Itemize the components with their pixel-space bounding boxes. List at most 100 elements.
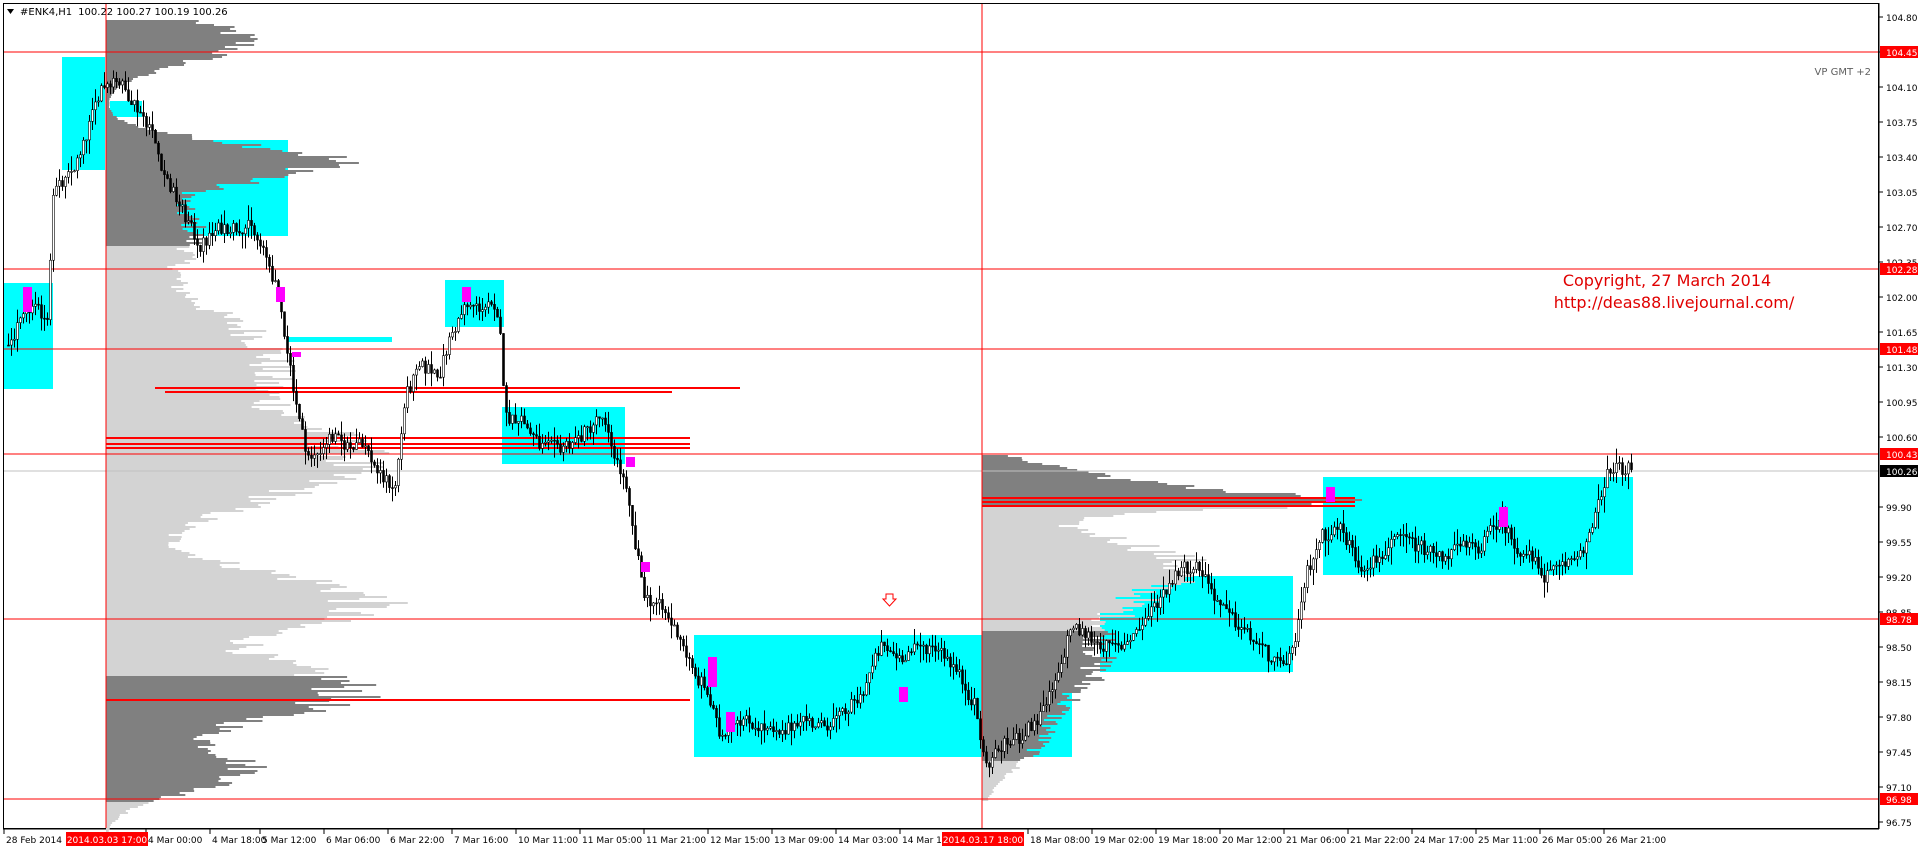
profile-bar xyxy=(982,513,1125,515)
candle-body xyxy=(1366,568,1369,571)
candle-body xyxy=(271,265,274,282)
profile-bar xyxy=(106,678,322,680)
candle xyxy=(1489,518,1492,535)
candle xyxy=(370,437,373,474)
profile-bar xyxy=(982,531,1082,533)
candle-body xyxy=(343,440,346,450)
candle-body xyxy=(865,682,868,696)
profile-bar xyxy=(106,676,348,678)
candle xyxy=(976,697,979,720)
candle-body xyxy=(508,412,511,424)
candle-body xyxy=(1213,588,1216,601)
profile-bar xyxy=(106,68,160,70)
candle-body xyxy=(463,304,466,315)
candle xyxy=(142,100,145,127)
candle-body xyxy=(910,651,913,654)
profile-bar xyxy=(982,541,1108,543)
candle-body xyxy=(1534,556,1537,562)
candle-body xyxy=(982,739,985,753)
candle-body xyxy=(928,645,931,655)
profile-bar xyxy=(106,288,184,290)
candle-body xyxy=(133,100,136,105)
candle xyxy=(1453,531,1456,552)
candle-body xyxy=(415,368,418,376)
candle-body xyxy=(394,485,397,489)
candle xyxy=(1597,484,1600,529)
candle-body xyxy=(1120,644,1123,650)
profile-bar xyxy=(106,76,138,78)
profile-bar xyxy=(106,292,190,294)
candle xyxy=(739,711,742,737)
candle-body xyxy=(1618,462,1621,464)
candle xyxy=(340,421,343,456)
candle-body xyxy=(1153,602,1156,608)
candle xyxy=(1081,621,1084,637)
candle-body xyxy=(250,220,253,226)
candle-body xyxy=(1069,629,1072,637)
profile-bar xyxy=(106,396,280,398)
candle xyxy=(850,691,853,714)
candle xyxy=(688,652,691,671)
candle-body xyxy=(1363,569,1366,572)
candle-body xyxy=(466,304,469,308)
profile-bar xyxy=(106,400,260,402)
candle xyxy=(1630,453,1633,473)
profile-bar xyxy=(982,755,1034,757)
profile-bar xyxy=(106,486,315,488)
candle-body xyxy=(139,111,142,114)
profile-bar xyxy=(106,140,214,142)
candle-body xyxy=(1447,556,1450,560)
candle-body xyxy=(574,437,577,443)
candle-body xyxy=(175,186,178,203)
profile-bar xyxy=(982,715,1048,717)
candle-body xyxy=(385,475,388,483)
candle xyxy=(1474,538,1477,560)
candle xyxy=(253,222,256,242)
candle xyxy=(1573,551,1576,562)
candle xyxy=(175,178,178,207)
candle-body xyxy=(58,180,61,187)
candle xyxy=(1387,537,1390,562)
profile-bar xyxy=(982,731,1056,733)
candle xyxy=(829,721,832,740)
candle xyxy=(262,240,265,256)
profile-bar xyxy=(106,532,183,534)
candle xyxy=(217,219,220,235)
candle xyxy=(877,646,880,662)
candle xyxy=(853,695,856,715)
candle-body xyxy=(1576,556,1579,560)
candle-body xyxy=(790,722,793,731)
candle-body xyxy=(262,245,265,248)
candle-body xyxy=(1324,529,1327,541)
candle xyxy=(1411,531,1414,549)
candle-body xyxy=(1609,469,1612,474)
price-tick-label: 101.30 xyxy=(1886,364,1918,374)
profile-bar xyxy=(106,660,296,662)
candle xyxy=(121,78,124,94)
candle-body xyxy=(847,711,850,714)
candle-body xyxy=(1429,546,1432,553)
triangle-down-icon[interactable] xyxy=(7,9,14,14)
candle-body xyxy=(1390,539,1393,549)
candle xyxy=(547,431,550,451)
candle-body xyxy=(1453,544,1456,550)
profile-bar xyxy=(106,122,128,124)
candle-body xyxy=(364,445,367,448)
profile-bar xyxy=(106,488,305,490)
candle-body xyxy=(1546,570,1549,583)
profile-bar xyxy=(106,820,116,822)
candle xyxy=(391,476,394,502)
candle xyxy=(1069,628,1072,643)
current-price-tag-label: 100.26 xyxy=(1886,468,1918,478)
profile-bar xyxy=(982,709,1069,711)
candle-body xyxy=(784,730,787,735)
candle-body xyxy=(418,366,421,370)
candle xyxy=(958,659,961,678)
candle-body xyxy=(445,354,448,356)
candle xyxy=(211,222,214,246)
candle xyxy=(1480,543,1483,558)
candle xyxy=(238,219,241,237)
candle-body xyxy=(622,473,625,478)
